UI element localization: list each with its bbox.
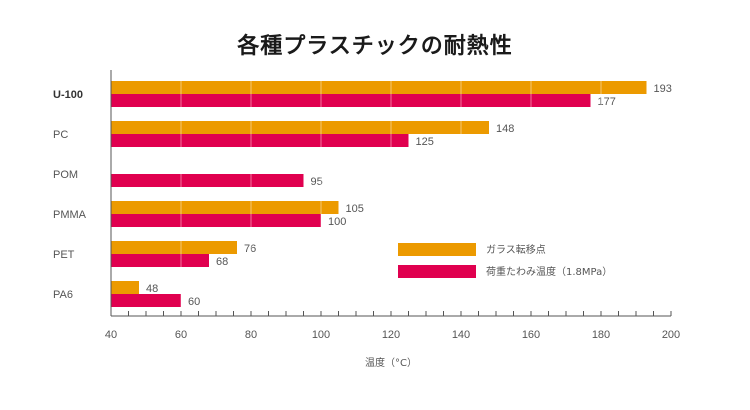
category-label: PC	[53, 129, 68, 141]
data-label: 193	[654, 83, 672, 95]
x-axis-label: 温度（°C）	[365, 356, 417, 369]
bar	[111, 281, 139, 294]
category-label: PET	[53, 249, 75, 261]
x-tick-label: 140	[452, 329, 470, 341]
data-label: 148	[496, 123, 514, 135]
category-label: PA6	[53, 289, 73, 301]
bar	[111, 81, 647, 94]
bar	[111, 94, 591, 107]
data-label: 68	[216, 256, 228, 268]
bar	[111, 201, 339, 214]
data-label: 177	[598, 96, 616, 108]
bar	[111, 134, 409, 147]
bar	[111, 121, 489, 134]
category-label: POM	[53, 169, 78, 181]
x-tick-label: 160	[522, 329, 540, 341]
data-label: 95	[311, 176, 323, 188]
chart-title: 各種プラスチックの耐熱性	[237, 34, 513, 59]
x-tick-label: 100	[312, 329, 330, 341]
data-label: 105	[346, 203, 364, 215]
data-label: 100	[328, 216, 346, 228]
legend-swatch	[398, 243, 476, 256]
x-tick-label: 60	[175, 329, 187, 341]
data-label: 76	[244, 243, 256, 255]
category-label: PMMA	[53, 209, 87, 221]
legend-label: 荷重たわみ温度（1.8MPa）	[486, 265, 612, 278]
data-label: 48	[146, 283, 158, 295]
x-tick-label: 120	[382, 329, 400, 341]
legend-swatch	[398, 265, 476, 278]
category-label: U-100	[53, 89, 83, 101]
legend-label: ガラス転移点	[486, 243, 546, 256]
x-tick-label: 80	[245, 329, 257, 341]
data-label: 125	[416, 136, 434, 148]
bar	[111, 294, 181, 307]
x-tick-label: 200	[662, 329, 680, 341]
data-label: 60	[188, 296, 200, 308]
bar	[111, 254, 209, 267]
x-tick-label: 180	[592, 329, 610, 341]
bar	[111, 214, 321, 227]
x-tick-label: 40	[105, 329, 117, 341]
bar	[111, 241, 237, 254]
bar	[111, 174, 304, 187]
